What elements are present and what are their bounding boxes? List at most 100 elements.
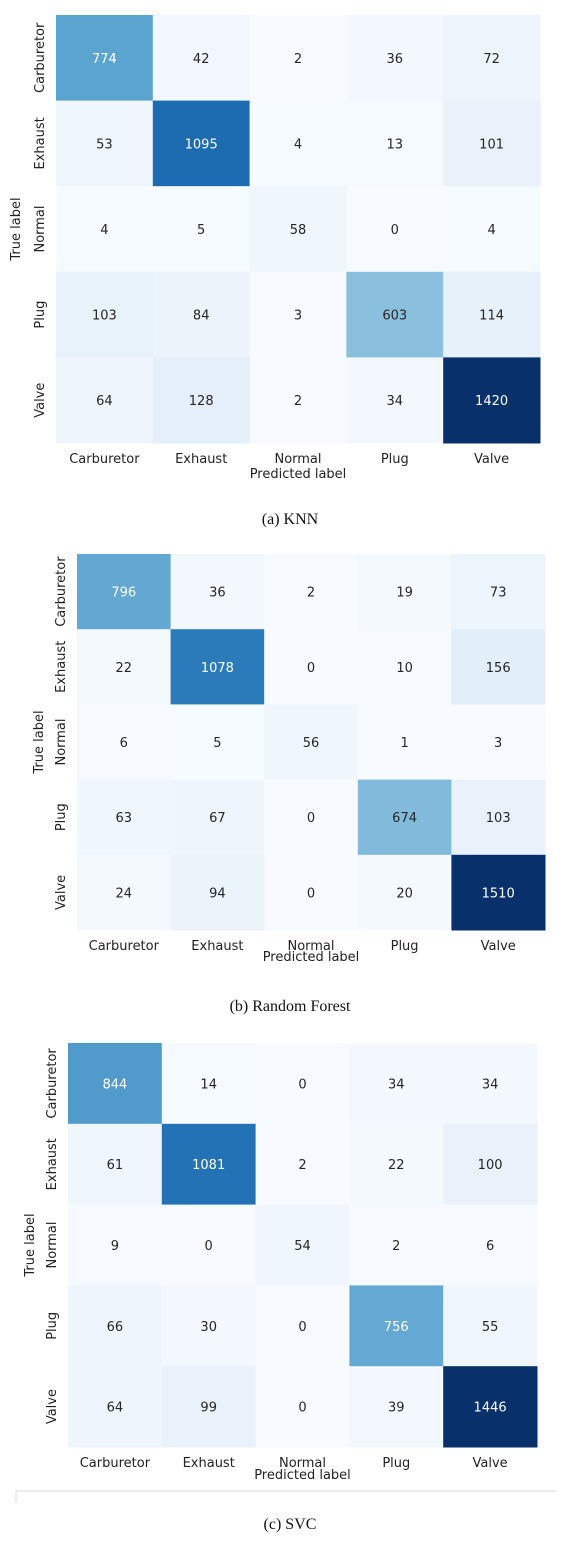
cell-value-label: 4 — [294, 137, 302, 152]
heatmap-cell — [68, 1285, 163, 1367]
cell-value-label: 128 — [189, 394, 214, 409]
cell-value-label: 94 — [209, 886, 226, 901]
cell-value-label: 63 — [116, 811, 133, 826]
heatmap-cell — [264, 629, 359, 705]
heatmap-cell — [443, 100, 541, 187]
heatmap-cell — [56, 357, 154, 444]
heatmap-cell — [443, 186, 541, 273]
heatmap-cell — [68, 1204, 163, 1286]
y-tick-label: Normal — [33, 205, 48, 252]
cell-value-label: 34 — [388, 1077, 405, 1092]
y-tick-label: Exhaust — [54, 641, 69, 693]
cell-value-label: 1078 — [201, 661, 234, 676]
x-tick-label: Plug — [381, 452, 409, 467]
cell-value-label: 67 — [209, 811, 226, 826]
cell-value-label: 36 — [387, 52, 404, 67]
heatmap-cell — [255, 1285, 350, 1367]
heatmap-cell — [68, 1123, 163, 1206]
cell-value-label: 19 — [396, 586, 413, 601]
cell-value-label: 844 — [102, 1077, 127, 1092]
cell-value-label: 54 — [294, 1239, 311, 1254]
cell-value-label: 61 — [107, 1158, 124, 1173]
cell-value-label: 13 — [387, 137, 404, 152]
cell-value-label: 64 — [107, 1401, 124, 1416]
figure-caption: (a) KNN — [262, 511, 319, 528]
heatmap-cell — [264, 554, 359, 630]
cell-value-label: 0 — [391, 223, 399, 238]
heatmap-cell — [249, 271, 347, 358]
heatmap-cell — [249, 100, 347, 187]
x-axis-label: Predicted label — [263, 950, 360, 965]
confusion-matrix-1: 774 42 2 36 72 53 1095 4 13 101 4 5 58 0 4 103 84 3 603 114… — [9, 15, 541, 528]
heatmap-cell — [152, 186, 251, 273]
heatmap-cell — [264, 854, 359, 931]
x-tick-label: Normal — [287, 939, 334, 954]
heatmap-cell — [77, 779, 172, 856]
cell-value-label: 103 — [486, 811, 511, 826]
cell-value-label: 58 — [290, 223, 307, 238]
cell-value-label: 3 — [494, 736, 502, 751]
cell-value-label: 114 — [479, 309, 504, 324]
heatmap-cell — [68, 1366, 163, 1448]
y-axis-label: True label — [23, 1213, 38, 1277]
heatmap-cell — [443, 271, 541, 358]
cell-value-label: 0 — [205, 1239, 213, 1254]
heatmap-cell — [170, 554, 265, 630]
heatmap-cell — [77, 629, 172, 705]
heatmap-cell — [349, 1366, 444, 1448]
cell-value-label: 22 — [388, 1158, 405, 1173]
heatmap-cell — [161, 1043, 257, 1125]
cell-value-label: 2 — [294, 394, 302, 409]
x-tick-label: Normal — [274, 452, 321, 467]
cell-value-label: 99 — [200, 1401, 217, 1416]
y-tick-label: Plug — [54, 803, 69, 831]
heatmap-cell — [255, 1366, 350, 1448]
heatmap-cell — [346, 100, 444, 187]
cell-value-label: 101 — [479, 137, 504, 152]
cell-value-label: 6 — [120, 736, 128, 751]
x-tick-label: Exhaust — [175, 452, 227, 467]
y-tick-label: Valve — [45, 1389, 60, 1424]
x-axis-label: Predicted label — [254, 1468, 351, 1483]
cell-value-label: 10 — [396, 661, 413, 676]
heatmap-cell — [56, 100, 154, 187]
heatmap-cell — [152, 15, 251, 102]
heatmap-cell — [249, 15, 347, 102]
y-tick-label: Carburetor — [54, 556, 69, 627]
heatmap-cell — [170, 779, 265, 856]
cell-value-label: 22 — [116, 661, 133, 676]
figure-caption: (b) Random Forest — [230, 998, 351, 1015]
cell-value-label: 2 — [298, 1158, 306, 1173]
x-tick-label: Carburetor — [80, 1456, 151, 1471]
cell-value-label: 0 — [307, 661, 315, 676]
heatmap-cell — [357, 554, 452, 630]
y-tick-label: Normal — [54, 718, 69, 765]
heatmap-cell — [443, 1123, 538, 1206]
heatmap-cell — [346, 15, 444, 102]
heatmap-cell — [451, 854, 546, 931]
heatmap-cell — [443, 15, 541, 102]
y-tick-label: Exhaust — [45, 1138, 60, 1190]
heatmap-cell — [68, 1043, 163, 1125]
cell-value-label: 5 — [213, 736, 221, 751]
cell-value-label: 72 — [483, 52, 500, 67]
cell-value-label: 56 — [303, 736, 320, 751]
y-axis-label: True label — [9, 197, 24, 261]
heatmap-cell — [170, 629, 265, 705]
x-tick-label: Exhaust — [191, 939, 243, 954]
heatmap-cell — [161, 1123, 257, 1206]
heatmap-cell — [357, 854, 452, 931]
cell-value-label: 4 — [487, 223, 495, 238]
cell-value-label: 4 — [100, 223, 108, 238]
cell-value-label: 3 — [294, 309, 302, 324]
heatmap-cell — [56, 271, 154, 358]
cell-value-label: 0 — [298, 1401, 306, 1416]
cell-value-label: 73 — [490, 586, 507, 601]
cell-value-label: 34 — [387, 394, 404, 409]
heatmap-cell — [152, 271, 251, 358]
heatmap-cell — [349, 1043, 444, 1125]
heatmap-cell — [443, 357, 541, 444]
x-tick-label: Carburetor — [69, 452, 140, 467]
cell-value-label: 53 — [96, 137, 113, 152]
